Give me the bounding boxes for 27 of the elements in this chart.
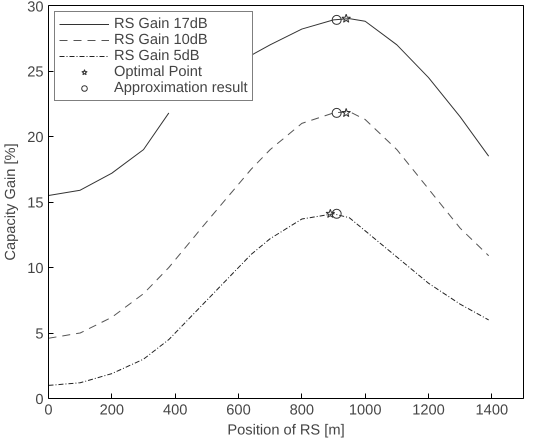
legend-label: RS Gain 5dB — [114, 48, 200, 64]
point — [332, 208, 342, 219]
x-tick-label: 400 — [162, 402, 188, 418]
y-tick-label: 15 — [27, 196, 44, 212]
point — [341, 14, 351, 23]
x-tick-label: 1000 — [348, 402, 382, 418]
x-tick-label: 600 — [226, 402, 251, 418]
x-tick-label: 1400 — [476, 402, 508, 418]
y-tick-label: 5 — [35, 326, 44, 342]
point — [341, 108, 351, 118]
x-tick-label: 800 — [290, 402, 314, 418]
y-tick-label: 20 — [27, 130, 44, 146]
y-tick-label: 25 — [27, 64, 44, 80]
point — [326, 208, 336, 218]
legend-label: Approximation result — [114, 80, 248, 96]
y-tick-label: 30 — [27, 0, 44, 16]
x-tick-label: 200 — [100, 402, 124, 418]
x-axis-title: Position of RS [m] — [227, 422, 345, 438]
legend-label: RS Gain 17dB — [114, 16, 208, 32]
legend-label: RS Gain 10dB — [114, 32, 208, 48]
legend-label: Optimal Point — [114, 64, 202, 80]
y-tick-label: 10 — [27, 261, 44, 277]
point — [332, 14, 342, 25]
y-tick-label: 0 — [35, 392, 44, 408]
y-axis-title: Capacity Gain [%] — [3, 143, 20, 261]
x-tick-label: 1200 — [412, 402, 445, 418]
point — [332, 108, 342, 118]
